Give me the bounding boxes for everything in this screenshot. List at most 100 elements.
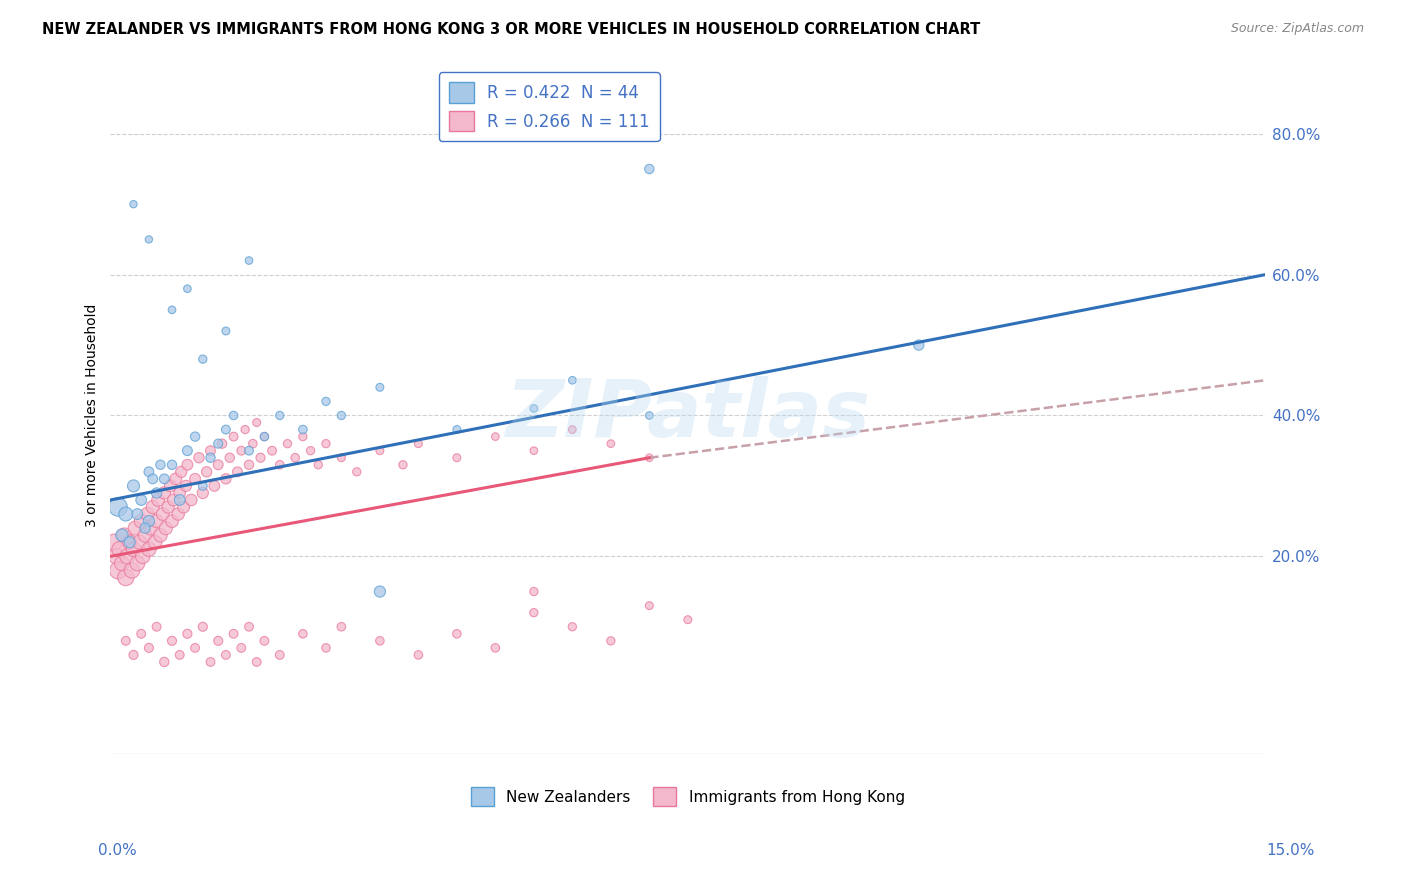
Point xyxy=(174,479,197,493)
Point xyxy=(207,436,229,450)
Point xyxy=(676,613,699,627)
Point xyxy=(160,514,183,528)
Point xyxy=(368,443,391,458)
Point xyxy=(105,549,128,564)
Point xyxy=(523,443,546,458)
Point xyxy=(129,627,152,641)
Text: 15.0%: 15.0% xyxy=(1267,843,1315,858)
Point xyxy=(446,627,468,641)
Point xyxy=(176,282,198,296)
Point xyxy=(129,493,152,508)
Point xyxy=(561,423,583,437)
Point xyxy=(191,479,214,493)
Point xyxy=(215,648,238,662)
Point xyxy=(638,161,661,176)
Point xyxy=(523,584,546,599)
Point xyxy=(117,549,139,564)
Point xyxy=(238,458,260,472)
Point xyxy=(157,500,180,514)
Text: ZIPatlas: ZIPatlas xyxy=(505,376,870,455)
Point xyxy=(111,557,134,571)
Point xyxy=(231,443,253,458)
Point xyxy=(169,486,191,500)
Point xyxy=(132,549,155,564)
Point xyxy=(238,443,260,458)
Point xyxy=(291,429,314,443)
Point xyxy=(307,458,329,472)
Point xyxy=(136,507,159,521)
Point xyxy=(134,521,156,535)
Point xyxy=(408,436,430,450)
Text: NEW ZEALANDER VS IMMIGRANTS FROM HONG KONG 3 OR MORE VEHICLES IN HOUSEHOLD CORRE: NEW ZEALANDER VS IMMIGRANTS FROM HONG KO… xyxy=(42,22,980,37)
Point xyxy=(561,620,583,634)
Point xyxy=(207,633,229,648)
Point xyxy=(160,633,183,648)
Point xyxy=(145,486,167,500)
Point xyxy=(128,535,150,549)
Point xyxy=(153,472,176,486)
Point xyxy=(138,232,160,246)
Point xyxy=(523,606,546,620)
Point xyxy=(191,352,214,367)
Point xyxy=(330,450,353,465)
Point xyxy=(215,324,238,338)
Point xyxy=(169,493,191,508)
Point xyxy=(146,493,169,508)
Point xyxy=(188,450,211,465)
Point xyxy=(599,436,621,450)
Point xyxy=(176,458,198,472)
Point xyxy=(599,633,621,648)
Point xyxy=(159,479,181,493)
Point xyxy=(253,633,276,648)
Point xyxy=(330,620,353,634)
Point xyxy=(153,655,176,669)
Point xyxy=(392,458,415,472)
Point xyxy=(155,521,177,535)
Legend: New Zealanders, Immigrants from Hong Kong: New Zealanders, Immigrants from Hong Kon… xyxy=(464,780,912,814)
Point xyxy=(145,514,167,528)
Point xyxy=(523,401,546,416)
Point xyxy=(222,627,245,641)
Point xyxy=(191,620,214,634)
Point xyxy=(122,648,145,662)
Point xyxy=(122,542,145,557)
Point xyxy=(291,627,314,641)
Point xyxy=(118,535,141,549)
Point xyxy=(153,486,176,500)
Point xyxy=(160,302,183,317)
Point xyxy=(242,436,264,450)
Y-axis label: 3 or more Vehicles in Household: 3 or more Vehicles in Household xyxy=(86,304,100,527)
Text: 0.0%: 0.0% xyxy=(98,843,138,858)
Point xyxy=(200,450,222,465)
Point xyxy=(124,521,146,535)
Point xyxy=(200,655,222,669)
Point xyxy=(330,409,353,423)
Point xyxy=(215,423,238,437)
Point xyxy=(176,627,198,641)
Point xyxy=(269,458,291,472)
Point xyxy=(215,472,238,486)
Point xyxy=(167,507,190,521)
Point xyxy=(446,450,468,465)
Point xyxy=(122,197,145,211)
Point xyxy=(253,429,276,443)
Point xyxy=(129,514,152,528)
Point xyxy=(103,535,125,549)
Point xyxy=(107,563,129,577)
Point xyxy=(218,450,240,465)
Point xyxy=(180,493,202,508)
Point xyxy=(246,416,269,430)
Point xyxy=(484,640,506,655)
Point xyxy=(315,640,337,655)
Point xyxy=(142,472,165,486)
Point xyxy=(152,507,174,521)
Point xyxy=(253,429,276,443)
Point xyxy=(446,423,468,437)
Point xyxy=(315,436,337,450)
Point xyxy=(122,479,145,493)
Point xyxy=(138,465,160,479)
Point xyxy=(111,528,134,542)
Point xyxy=(145,620,167,634)
Point xyxy=(149,528,172,542)
Point xyxy=(138,640,160,655)
